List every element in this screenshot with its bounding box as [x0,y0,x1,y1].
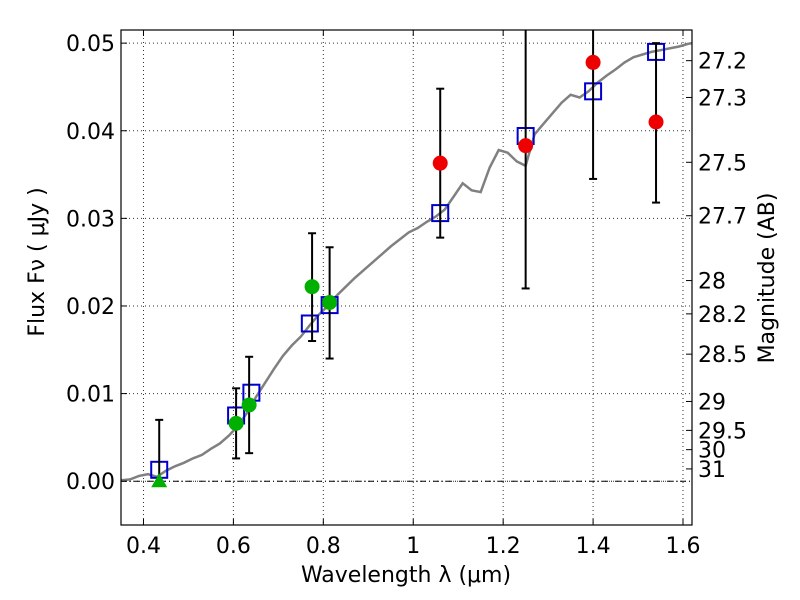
x-tick-label: 1.2 [486,534,521,559]
y-tick-label: 0.04 [66,120,115,145]
magnitude-tick-label: 28.5 [698,343,747,368]
data-point [585,54,601,70]
magnitude-tick-label: 28 [698,270,726,295]
x-tick-label: 0.8 [306,534,341,559]
x-tick-label: 1.4 [576,534,611,559]
series-observed-green- [228,232,338,460]
magnitude-tick-label: 27.2 [698,50,747,75]
photometry-square [300,314,319,333]
x-tick-label: 1 [406,534,420,559]
y-tick-label: 0.03 [66,207,115,232]
model-sed-line [121,41,692,482]
plot-area [121,30,692,488]
y-tick-label: 0.01 [66,383,115,408]
y-axis-label: Flux Fν ( μJy ) [25,187,50,336]
magnitude-tick-label: 27.3 [698,86,747,111]
magnitude-tick-label: 27.5 [698,151,747,176]
grid [121,30,692,525]
magnitude-axis-label: Magnitude (AB) [755,193,780,364]
x-axis-ticks: 0.4 0.6 0.8 1 1.2 1.4 1.6 [126,30,701,559]
magnitude-tick-label: 29 [698,390,726,415]
data-point [304,279,320,295]
magnitude-tick-label: 31 [698,458,726,483]
data-point [241,397,257,413]
data-point [432,155,448,171]
y-tick-label: 0.05 [66,32,115,57]
axes-frame [120,29,693,526]
y-axis-ticks: 0.00 0.01 0.02 0.03 0.04 0.05 [66,32,127,495]
data-point [228,415,244,431]
data-point [648,114,664,130]
magnitude-tick-label: 27.7 [698,205,747,230]
upper-limit-triangle [151,473,168,488]
y-tick-label: 0.02 [66,295,115,320]
series-observed-red- [432,30,664,290]
y-tick-label: 0.00 [66,470,115,495]
magnitude-tick-label: 29.5 [698,419,747,444]
x-tick-label: 0.6 [216,534,251,559]
series-model-sed [121,41,692,482]
magnitude-tick-label: 30 [698,439,726,464]
data-point [322,294,338,310]
data-point [518,138,534,154]
x-axis-label: Wavelength λ (μm) [301,563,511,588]
magnitude-tick-label: 28.2 [698,303,747,328]
series-upper-limit [151,418,168,488]
x-tick-label: 0.4 [126,534,161,559]
x-tick-label: 1.6 [666,534,701,559]
